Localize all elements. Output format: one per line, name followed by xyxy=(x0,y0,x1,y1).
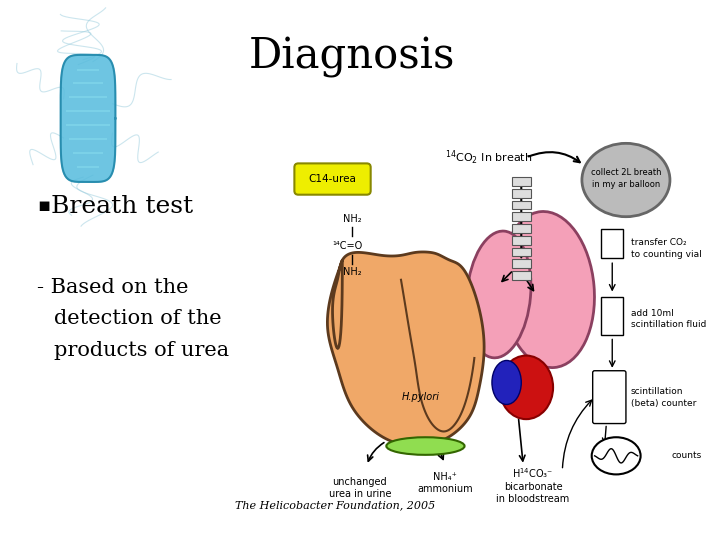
Ellipse shape xyxy=(492,361,521,404)
Text: NH₂: NH₂ xyxy=(343,214,361,224)
FancyBboxPatch shape xyxy=(294,164,371,195)
Text: unchanged
urea in urine: unchanged urea in urine xyxy=(328,477,391,500)
FancyBboxPatch shape xyxy=(511,224,531,233)
Text: in my ar balloon: in my ar balloon xyxy=(592,180,660,190)
Text: products of urea: products of urea xyxy=(54,341,229,360)
FancyBboxPatch shape xyxy=(511,236,531,245)
Text: Breath test: Breath test xyxy=(51,195,193,218)
Text: scintillation
(beta) counter: scintillation (beta) counter xyxy=(631,387,696,408)
Text: H.pylori: H.pylori xyxy=(402,392,439,402)
Ellipse shape xyxy=(387,437,464,455)
FancyBboxPatch shape xyxy=(511,259,531,268)
Text: NH₄⁺
ammonium: NH₄⁺ ammonium xyxy=(417,472,473,495)
FancyBboxPatch shape xyxy=(511,212,531,221)
FancyBboxPatch shape xyxy=(601,298,623,335)
FancyBboxPatch shape xyxy=(601,229,623,258)
FancyBboxPatch shape xyxy=(511,200,531,210)
Text: ¹⁴C=O: ¹⁴C=O xyxy=(332,240,362,251)
Ellipse shape xyxy=(501,212,595,368)
FancyBboxPatch shape xyxy=(511,247,531,256)
Text: NH₂: NH₂ xyxy=(343,267,361,277)
Text: transfer CO₂
to counting vial: transfer CO₂ to counting vial xyxy=(631,238,701,259)
Text: add 10ml
scintillation fluid: add 10ml scintillation fluid xyxy=(631,308,706,329)
Text: Diagnosis: Diagnosis xyxy=(249,36,455,78)
Ellipse shape xyxy=(467,231,531,358)
Ellipse shape xyxy=(582,143,670,217)
Ellipse shape xyxy=(592,437,641,475)
Polygon shape xyxy=(60,55,115,182)
Text: ▪: ▪ xyxy=(37,198,50,215)
Text: The Helicobacter Foundation, 2005: The Helicobacter Foundation, 2005 xyxy=(235,500,435,510)
Text: detection of the: detection of the xyxy=(54,309,222,328)
FancyBboxPatch shape xyxy=(511,177,531,186)
Ellipse shape xyxy=(499,355,553,419)
FancyBboxPatch shape xyxy=(593,371,626,423)
Text: counts: counts xyxy=(672,451,702,460)
Polygon shape xyxy=(328,252,484,446)
Text: - Based on the: - Based on the xyxy=(37,278,189,297)
FancyBboxPatch shape xyxy=(511,271,531,280)
Text: C14-urea: C14-urea xyxy=(309,174,356,184)
Text: H$^{14}$CO₃⁻
bicarbonate
in bloodstream: H$^{14}$CO₃⁻ bicarbonate in bloodstream xyxy=(496,466,570,504)
Text: collect 2L breath: collect 2L breath xyxy=(590,168,661,177)
Text: $^{14}$CO$_2$ In breath: $^{14}$CO$_2$ In breath xyxy=(445,148,533,167)
FancyBboxPatch shape xyxy=(511,189,531,198)
